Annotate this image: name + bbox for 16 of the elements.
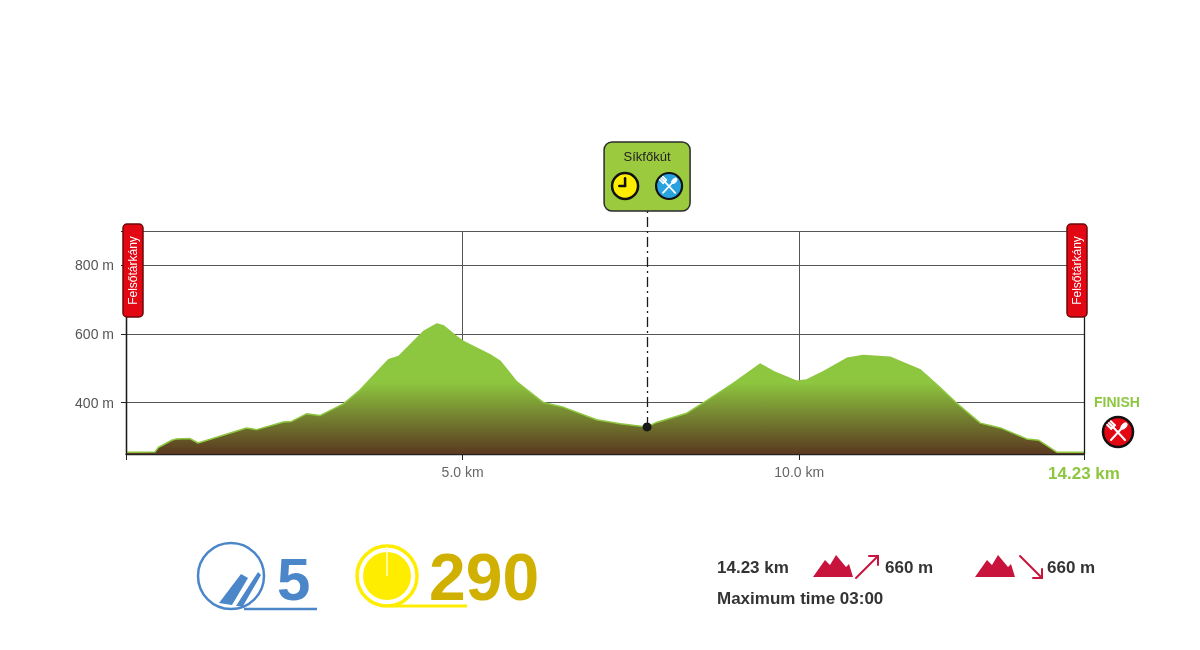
text: 290	[429, 540, 540, 614]
y-tick-label: 400 m	[75, 394, 114, 411]
text: 660 m	[885, 558, 934, 577]
text: Maximum time 03:00	[717, 589, 884, 608]
ref-line-label: Síkfőkút	[623, 149, 671, 164]
x-tick-label: 10.0 km	[774, 464, 825, 480]
text: 5	[277, 546, 311, 613]
y-tick-label: 600 m	[75, 325, 114, 342]
x-tick-label: 5.0 km	[441, 464, 484, 480]
text: 660 m	[1047, 558, 1096, 577]
text: FINISH	[1094, 394, 1140, 410]
ref-line-label: Felsőtárkány	[126, 236, 140, 305]
y-tick-label: 800 m	[75, 257, 114, 274]
ref-line-label: Felsőtárkány	[1070, 236, 1084, 305]
text: 14.23 km	[717, 558, 789, 577]
x-tick-label: 14.23 km	[1048, 464, 1120, 483]
